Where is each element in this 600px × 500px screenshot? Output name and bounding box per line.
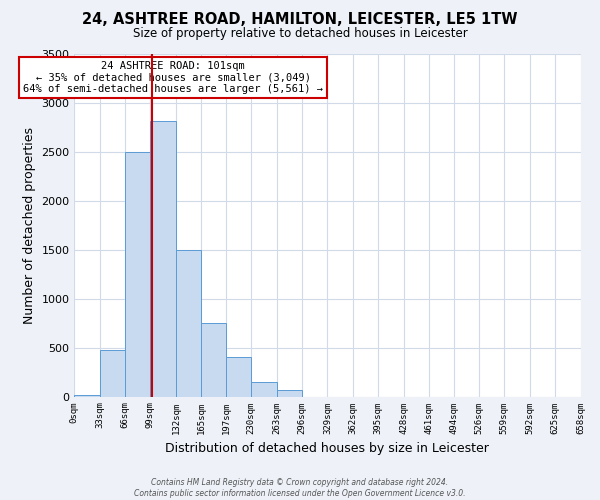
Bar xyxy=(277,390,302,396)
Bar xyxy=(251,382,277,396)
Text: Size of property relative to detached houses in Leicester: Size of property relative to detached ho… xyxy=(133,28,467,40)
Bar xyxy=(74,394,100,396)
Bar xyxy=(226,358,251,397)
Bar xyxy=(201,323,226,396)
Text: Contains HM Land Registry data © Crown copyright and database right 2024.
Contai: Contains HM Land Registry data © Crown c… xyxy=(134,478,466,498)
Bar xyxy=(151,120,176,396)
Text: 24 ASHTREE ROAD: 101sqm
← 35% of detached houses are smaller (3,049)
64% of semi: 24 ASHTREE ROAD: 101sqm ← 35% of detache… xyxy=(23,61,323,94)
Bar xyxy=(176,250,201,396)
Text: 24, ASHTREE ROAD, HAMILTON, LEICESTER, LE5 1TW: 24, ASHTREE ROAD, HAMILTON, LEICESTER, L… xyxy=(82,12,518,28)
Y-axis label: Number of detached properties: Number of detached properties xyxy=(23,127,36,324)
Bar xyxy=(125,152,151,396)
Bar xyxy=(100,350,125,397)
X-axis label: Distribution of detached houses by size in Leicester: Distribution of detached houses by size … xyxy=(166,442,490,455)
